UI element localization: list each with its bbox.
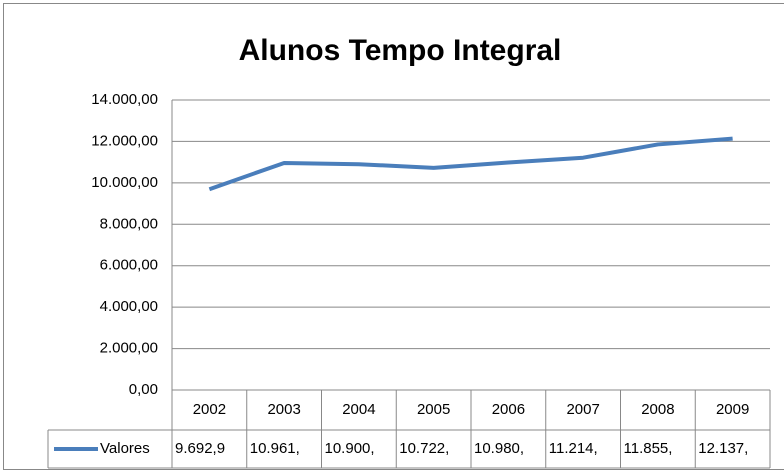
x-tick-label: 2008	[641, 401, 674, 418]
table-value: 10.722,	[399, 440, 449, 457]
table-value: 11.214,	[549, 440, 598, 457]
x-tick-label: 2009	[716, 401, 749, 418]
x-tick-label: 2006	[492, 401, 525, 418]
y-tick-label: 0,00	[129, 381, 158, 398]
series-line	[208, 136, 733, 192]
x-tick-label: 2005	[417, 401, 450, 418]
y-tick-label: 10.000,00	[91, 174, 158, 191]
y-tick-label: 8.000,00	[100, 215, 158, 232]
y-tick-label: 6.000,00	[100, 257, 158, 274]
y-tick-label: 12.000,00	[91, 132, 158, 149]
y-tick-label: 2.000,00	[100, 340, 158, 357]
table-value: 9.692,9	[175, 440, 225, 457]
x-tick-label: 2002	[193, 401, 226, 418]
table-value: 10.980,	[474, 440, 524, 457]
x-tick-label: 2003	[267, 401, 300, 418]
table-value: 11.855,	[624, 440, 673, 457]
table-value: 12.137,	[698, 440, 748, 457]
table-value: 10.900,	[325, 440, 375, 457]
x-tick-label: 2007	[566, 401, 599, 418]
chart-frame	[3, 3, 784, 470]
table-value: 10.961,	[250, 440, 300, 457]
x-tick-label: 2004	[342, 401, 375, 418]
legend-label: Valores	[100, 440, 150, 457]
y-tick-label: 4.000,00	[100, 298, 158, 315]
y-tick-label: 14.000,00	[91, 91, 158, 108]
chart-title: Alunos Tempo Integral	[239, 34, 562, 67]
